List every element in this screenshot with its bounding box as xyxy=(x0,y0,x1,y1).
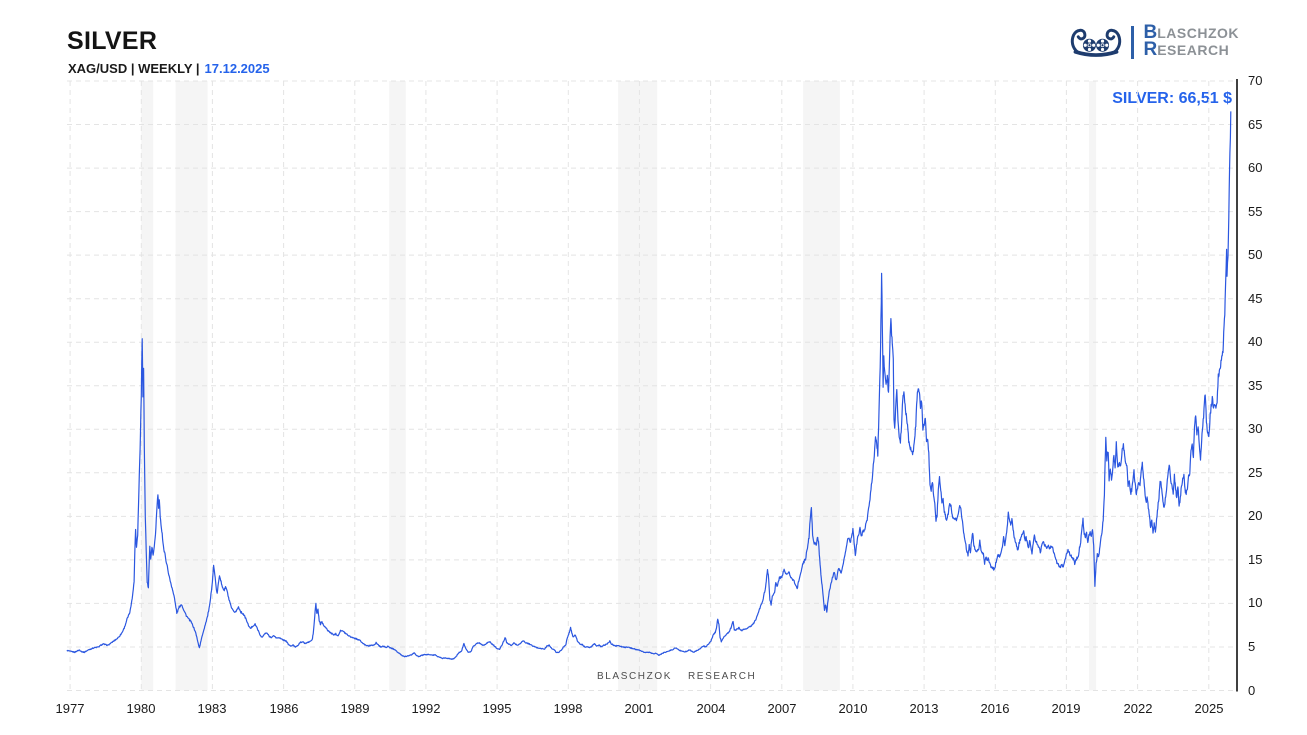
price-line xyxy=(66,111,1232,660)
x-tick-label: 1977 xyxy=(55,701,85,716)
x-tick-label: 2022 xyxy=(1123,701,1153,716)
y-tick-label: 0 xyxy=(1248,683,1256,698)
x-tick-label: 2007 xyxy=(767,701,797,716)
y-tick-label: 20 xyxy=(1248,508,1263,523)
x-tick-label: 2001 xyxy=(624,701,654,716)
logo-line-1: BLASCHZOK xyxy=(1143,22,1239,43)
y-tick-label: 15 xyxy=(1248,552,1263,567)
x-tick-label: 2019 xyxy=(1051,701,1081,716)
chart-watermark: BLASCHZOK RESEARCH xyxy=(597,671,757,682)
y-tick-label: 25 xyxy=(1248,465,1263,480)
y-tick-label: 5 xyxy=(1248,639,1256,654)
x-tick-label: 2010 xyxy=(838,701,868,716)
last-price-label: SILVER: 66,51 $ xyxy=(1112,90,1232,107)
x-tick-label: 1989 xyxy=(340,701,370,716)
blaschzok-research-logo: BLASCHZOK RESEARCH xyxy=(1068,21,1239,63)
recession-band xyxy=(1089,81,1097,691)
page-title: SILVER xyxy=(67,27,158,55)
x-tick-label: 1995 xyxy=(482,701,512,716)
x-tick-label: 1983 xyxy=(197,701,227,716)
x-tick-label: 2004 xyxy=(696,701,726,716)
y-tick-label: 40 xyxy=(1248,334,1263,349)
y-tick-label: 70 xyxy=(1248,73,1263,88)
instrument-frequency-label: XAG/USD | WEEKLY | xyxy=(68,61,200,76)
logo-line-2: RESEARCH xyxy=(1143,39,1230,60)
y-tick-label: 45 xyxy=(1248,291,1263,306)
logo-text: BLASCHZOK RESEARCH xyxy=(1143,22,1239,60)
y-tick-label: 30 xyxy=(1248,421,1263,436)
chart-date: 17.12.2025 xyxy=(204,61,270,76)
x-tick-label: 1992 xyxy=(411,701,441,716)
x-tick-label: 2025 xyxy=(1194,701,1224,716)
recession-band xyxy=(389,81,406,691)
y-tick-label: 60 xyxy=(1248,160,1263,175)
y-tick-label: 50 xyxy=(1248,247,1263,262)
logo-separator-bar xyxy=(1131,25,1135,59)
x-tick-label: 1998 xyxy=(553,701,583,716)
y-tick-label: 10 xyxy=(1248,595,1263,610)
y-tick-label: 55 xyxy=(1248,204,1263,219)
x-tick-label: 1986 xyxy=(269,701,299,716)
y-tick-label: 65 xyxy=(1248,117,1263,132)
x-tick-label: 2016 xyxy=(980,701,1010,716)
viking-ship-icon xyxy=(1068,21,1124,63)
x-tick-label: 1980 xyxy=(126,701,156,716)
y-tick-label: 35 xyxy=(1248,378,1263,393)
x-tick-label: 2013 xyxy=(909,701,939,716)
recession-band xyxy=(141,81,154,691)
chart-subtitle: XAG/USD | WEEKLY | 17.12.2025 xyxy=(68,61,270,76)
